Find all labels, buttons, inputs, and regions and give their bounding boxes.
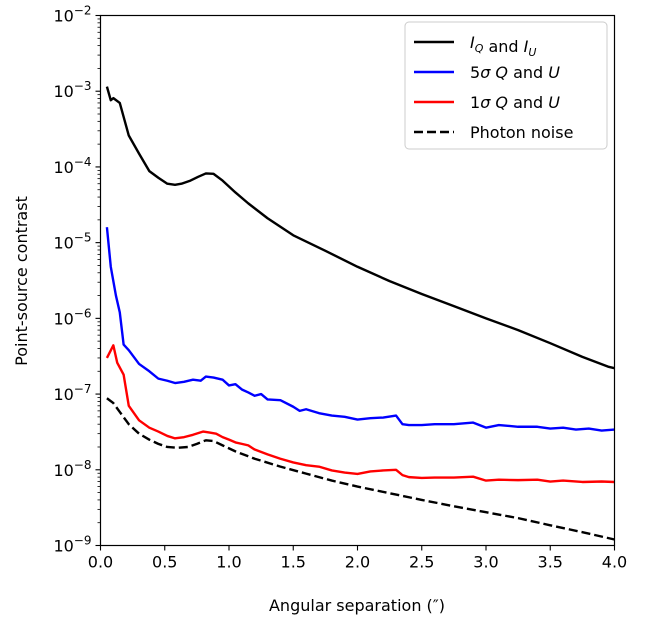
- x-tick-label: 4.0: [602, 553, 627, 572]
- legend-label-1: 5σ Q and U: [470, 63, 560, 82]
- x-tick-label: 0.0: [88, 553, 113, 572]
- y-tick-label: 10−6: [53, 306, 91, 328]
- series-line-3: [106, 397, 615, 541]
- y-tick-label: 10−9: [53, 534, 91, 556]
- y-tick-label: 10−7: [53, 382, 91, 404]
- y-axis: 10−9 10−8 10−7 10−6 10−5 10−4 10−3 10−2: [53, 4, 101, 556]
- legend: IQ and IU 5σ Q and U 1σ Q and U Photon nois…: [404, 21, 608, 150]
- y-tick-label: 10−2: [53, 4, 91, 26]
- y-axis-label: Point-source contrast: [12, 196, 31, 366]
- x-tick-label: 3.5: [538, 553, 563, 572]
- y-tick-label: 10−8: [53, 458, 91, 480]
- x-tick-label: 1.5: [281, 553, 306, 572]
- legend-label-2: 1σ Q and U: [470, 93, 560, 112]
- legend-label-3: Photon noise: [470, 123, 573, 142]
- series-layer: [105, 86, 615, 541]
- legend-box: [404, 21, 608, 150]
- x-tick-label: 2.5: [409, 553, 434, 572]
- x-tick-label: 1.0: [216, 553, 241, 572]
- y-tick-label: 10−5: [53, 231, 91, 253]
- x-tick-label: 0.5: [152, 553, 177, 572]
- y-tick-label: 10−4: [53, 155, 91, 177]
- x-tick-label: 2.0: [345, 553, 370, 572]
- series-line-1: [105, 227, 615, 432]
- legend-label-0: IQ and IU: [470, 33, 536, 59]
- series-line-2: [105, 344, 615, 484]
- y-tick-label: 10−3: [53, 79, 91, 101]
- x-axis-label: Angular separation (″): [269, 596, 445, 615]
- series-line-0: [105, 86, 615, 370]
- x-tick-label: 3.0: [473, 553, 498, 572]
- x-axis: 0.0 0.5 1.0 1.5 2.0 2.5 3.0 3.5 4.0: [88, 545, 627, 572]
